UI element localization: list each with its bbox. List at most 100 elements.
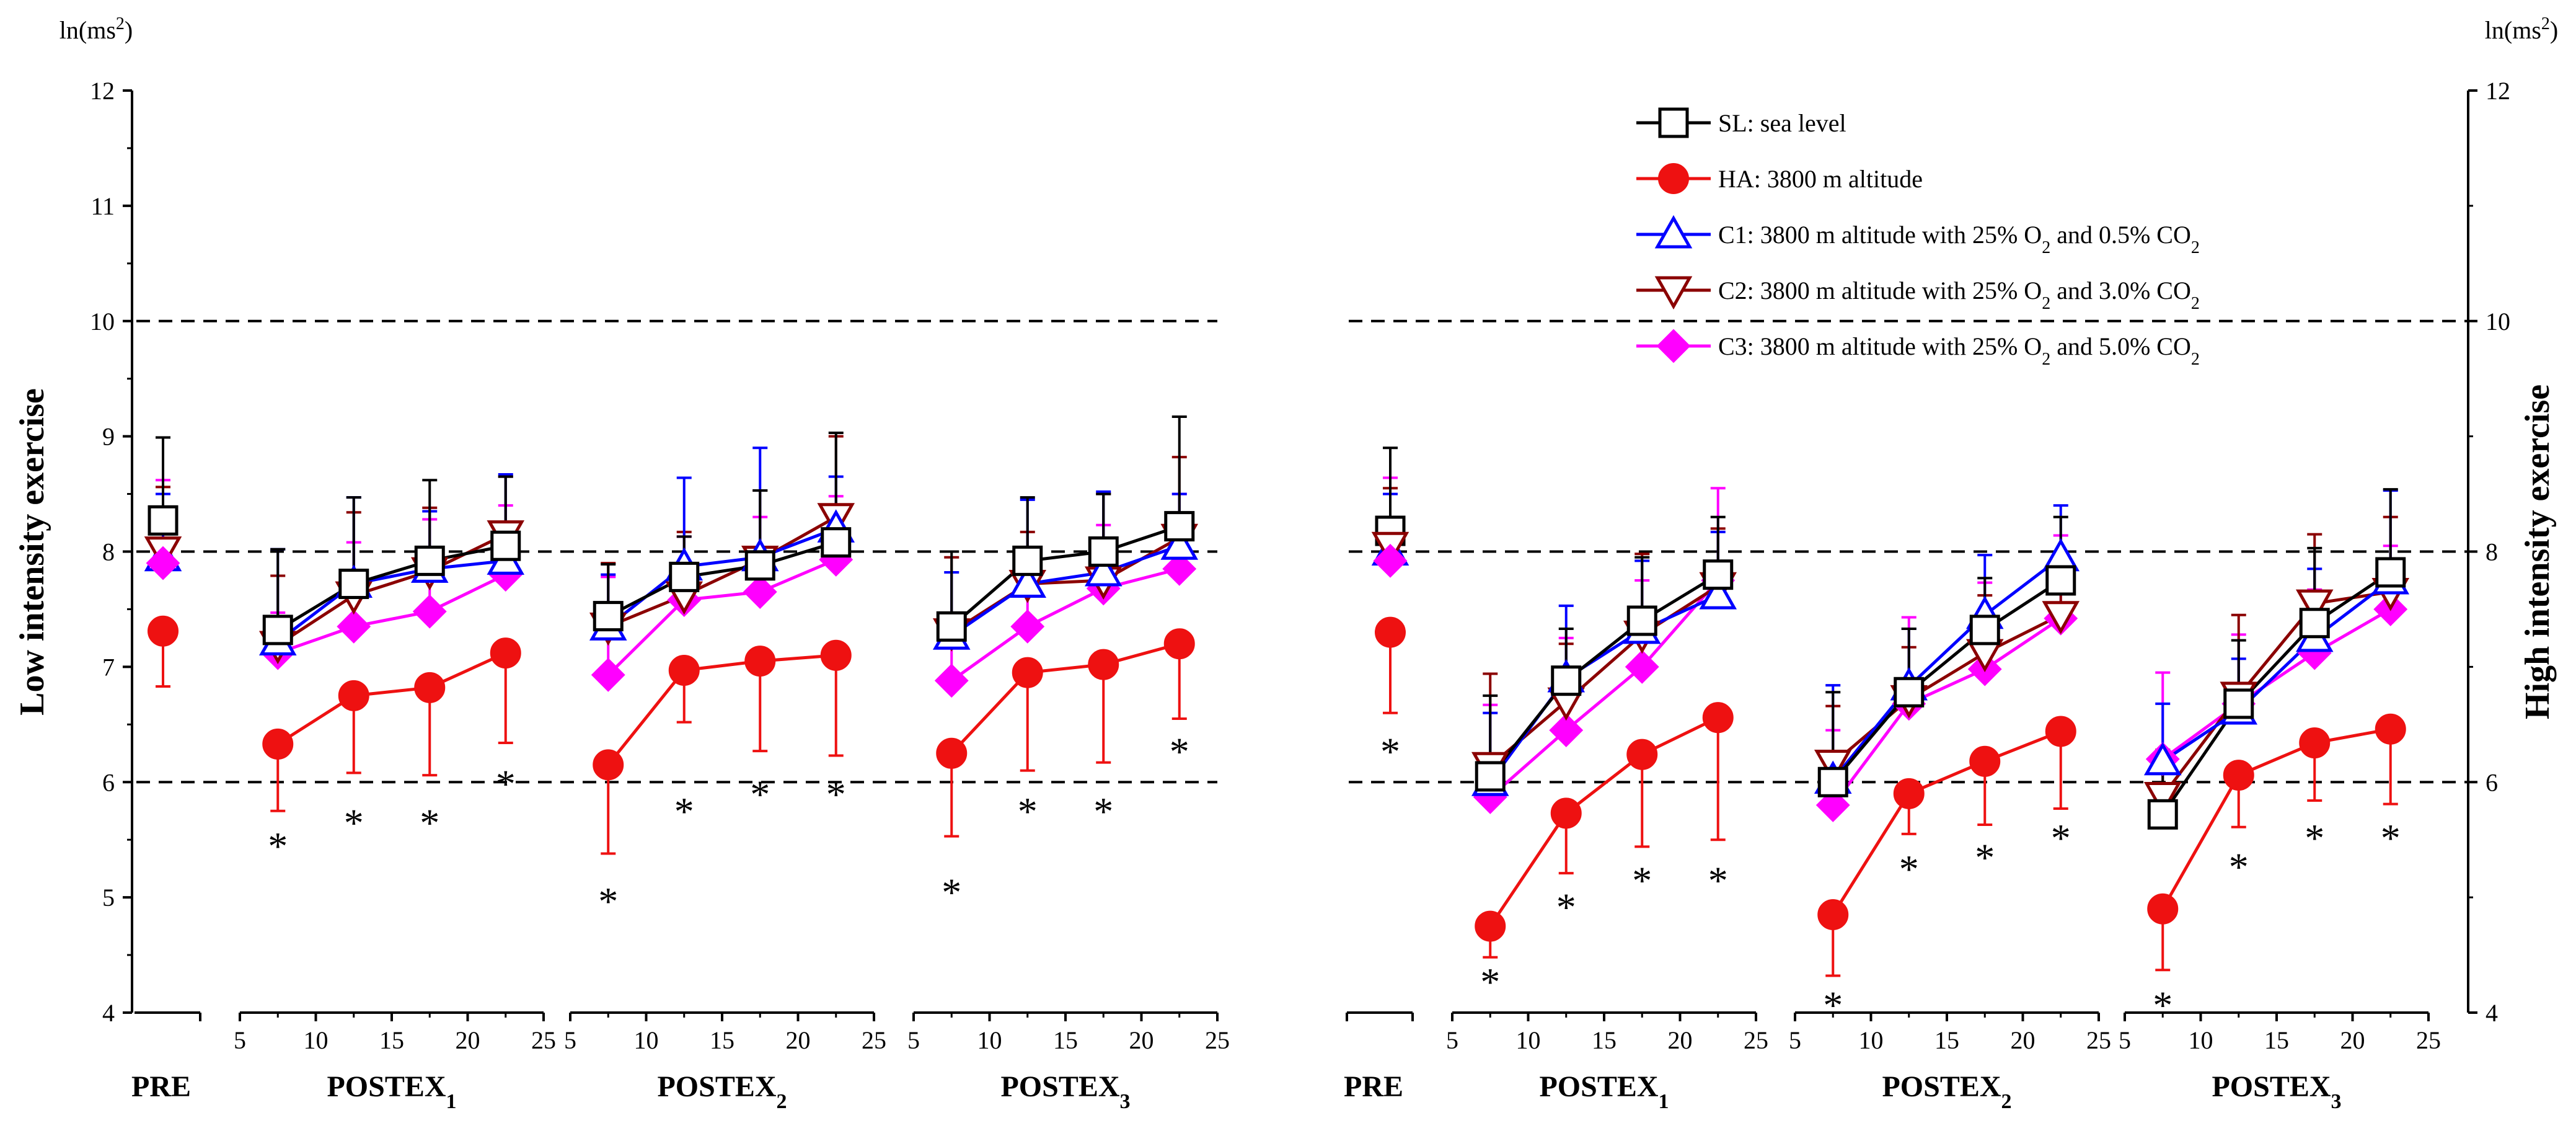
series-line-c2: [607, 515, 837, 628]
left-y-tick-label: 8: [102, 538, 115, 566]
significance-star: *: [1480, 960, 1500, 1004]
series-line-sl: [1832, 579, 2062, 783]
series-line-c3: [1489, 579, 1719, 799]
group-x-tick-label: 5: [1789, 1026, 1801, 1054]
left-y-tick-label: 5: [102, 884, 115, 912]
data-point-ha: [668, 654, 700, 686]
significance-star: *: [942, 870, 961, 914]
series-line-ha: [607, 654, 836, 766]
data-point-ha: [1550, 797, 1582, 829]
data-point-ha: [2223, 760, 2254, 791]
group-x-tick-label: 15: [2264, 1026, 2289, 1054]
group-x-tick-label: 10: [304, 1026, 329, 1054]
data-point-sl: [1012, 545, 1043, 576]
group-x-tick-label: 15: [379, 1026, 404, 1054]
data-point-sl: [1551, 665, 1582, 696]
data-point-c3: [934, 664, 969, 698]
data-point-ha: [936, 737, 968, 769]
significance-star: *: [420, 801, 439, 845]
significance-star: *: [1556, 885, 1576, 929]
data-point-sl: [1969, 615, 2000, 646]
data-point-ha: [338, 680, 369, 711]
series-line-c3: [607, 558, 837, 677]
pre-point-c3: [146, 546, 180, 580]
data-point-sl: [490, 530, 521, 561]
legend-item-sl: SL: sea level: [1636, 107, 1846, 138]
series-line-c1: [950, 544, 1180, 637]
series-line-ha: [950, 642, 1180, 755]
data-point-sl: [593, 601, 624, 632]
significance-star: *: [2305, 816, 2324, 860]
data-point-ha: [1088, 649, 1119, 680]
data-point-sl: [1817, 766, 1848, 797]
legend-marker: [1654, 215, 1693, 249]
data-point-ha: [2147, 893, 2179, 925]
significance-star: *: [674, 789, 694, 833]
series-line-ha: [2161, 727, 2391, 910]
group-x-tick-label: 20: [2340, 1026, 2365, 1054]
data-point-ha: [1475, 910, 1506, 942]
left-y-tick-label: 11: [90, 192, 115, 220]
data-point-ha: [593, 749, 624, 781]
segment-label-pre: PRE: [1344, 1070, 1403, 1103]
significance-star: *: [1899, 847, 1919, 891]
data-point-ha: [490, 637, 521, 669]
data-point-ha: [744, 646, 776, 677]
series-line-c3: [277, 573, 506, 655]
significance-star: *: [598, 879, 618, 923]
segment-label-postex: POSTEX1: [327, 1070, 456, 1113]
left-unit-label: ln(ms2): [60, 14, 133, 45]
data-point-ha: [262, 728, 294, 760]
data-point-sl: [2299, 608, 2330, 639]
series-line-c1: [276, 559, 506, 643]
series-line-ha: [276, 651, 506, 746]
series-line-c2: [1489, 585, 1719, 768]
significance-star: *: [1170, 729, 1189, 773]
data-point-c1: [1008, 564, 1047, 598]
data-point-c2: [2295, 589, 2334, 623]
data-point-sl: [2045, 565, 2076, 596]
legend-item-ha: HA: 3800 m altitude: [1636, 163, 1923, 194]
significance-star: *: [268, 824, 288, 868]
group-x-tick-label: 5: [907, 1026, 920, 1054]
legend-label: C1: 3800 m altitude with 25% O2 and 0.5%…: [1718, 221, 2200, 257]
right-axis-title: High intensity exercise: [2518, 384, 2557, 719]
legend-item-c3: C3: 3800 m altitude with 25% O2 and 5.0%…: [1636, 329, 2200, 369]
series-line-sl: [2161, 570, 2392, 815]
data-point-c1: [1160, 526, 1199, 560]
data-point-sl: [1626, 605, 1657, 636]
data-point-c3: [1549, 713, 1584, 748]
series-line-c3: [1832, 617, 2062, 806]
data-point-c3: [1162, 551, 1197, 586]
data-point-ha: [1702, 702, 1734, 734]
group-x-tick-label: 5: [234, 1026, 246, 1054]
right-y-tick-label: 10: [2486, 308, 2510, 335]
group-x-tick-label: 15: [1053, 1026, 1078, 1054]
group-x-tick-label: 25: [1744, 1026, 1768, 1054]
legend-label: C2: 3800 m altitude with 25% O2 and 3.0%…: [1718, 277, 2200, 313]
data-point-c1: [2143, 742, 2182, 776]
data-point-sl: [1894, 677, 1925, 708]
right-unit-label: ln(ms2): [2485, 14, 2558, 45]
significance-star: *: [2153, 983, 2172, 1027]
data-point-ha: [1012, 657, 1043, 688]
data-point-ha: [2045, 716, 2076, 747]
data-point-ha: [820, 639, 852, 671]
legend-item-c2: C2: 3800 m altitude with 25% O2 and 3.0%…: [1636, 276, 2200, 313]
significance-star: *: [1380, 729, 1400, 773]
significance-star: *: [750, 772, 770, 816]
data-point-c3: [743, 575, 777, 609]
segment-label-postex: POSTEX2: [1882, 1070, 2011, 1113]
legend-marker: [1654, 276, 1693, 310]
group-x-tick-label: 10: [1859, 1026, 1884, 1054]
pre-point-c3: [1373, 543, 1408, 578]
data-point-c3: [591, 657, 625, 692]
group-x-tick-label: 20: [786, 1026, 811, 1054]
significance-star: *: [2381, 816, 2401, 860]
data-point-sl: [936, 611, 967, 642]
group-x-tick-label: 15: [710, 1026, 734, 1054]
data-point-c2: [2042, 601, 2080, 634]
group-x-tick-label: 20: [2011, 1026, 2036, 1054]
group-x-tick-label: 25: [1205, 1026, 1230, 1054]
group-x-tick-label: 25: [2086, 1026, 2111, 1054]
